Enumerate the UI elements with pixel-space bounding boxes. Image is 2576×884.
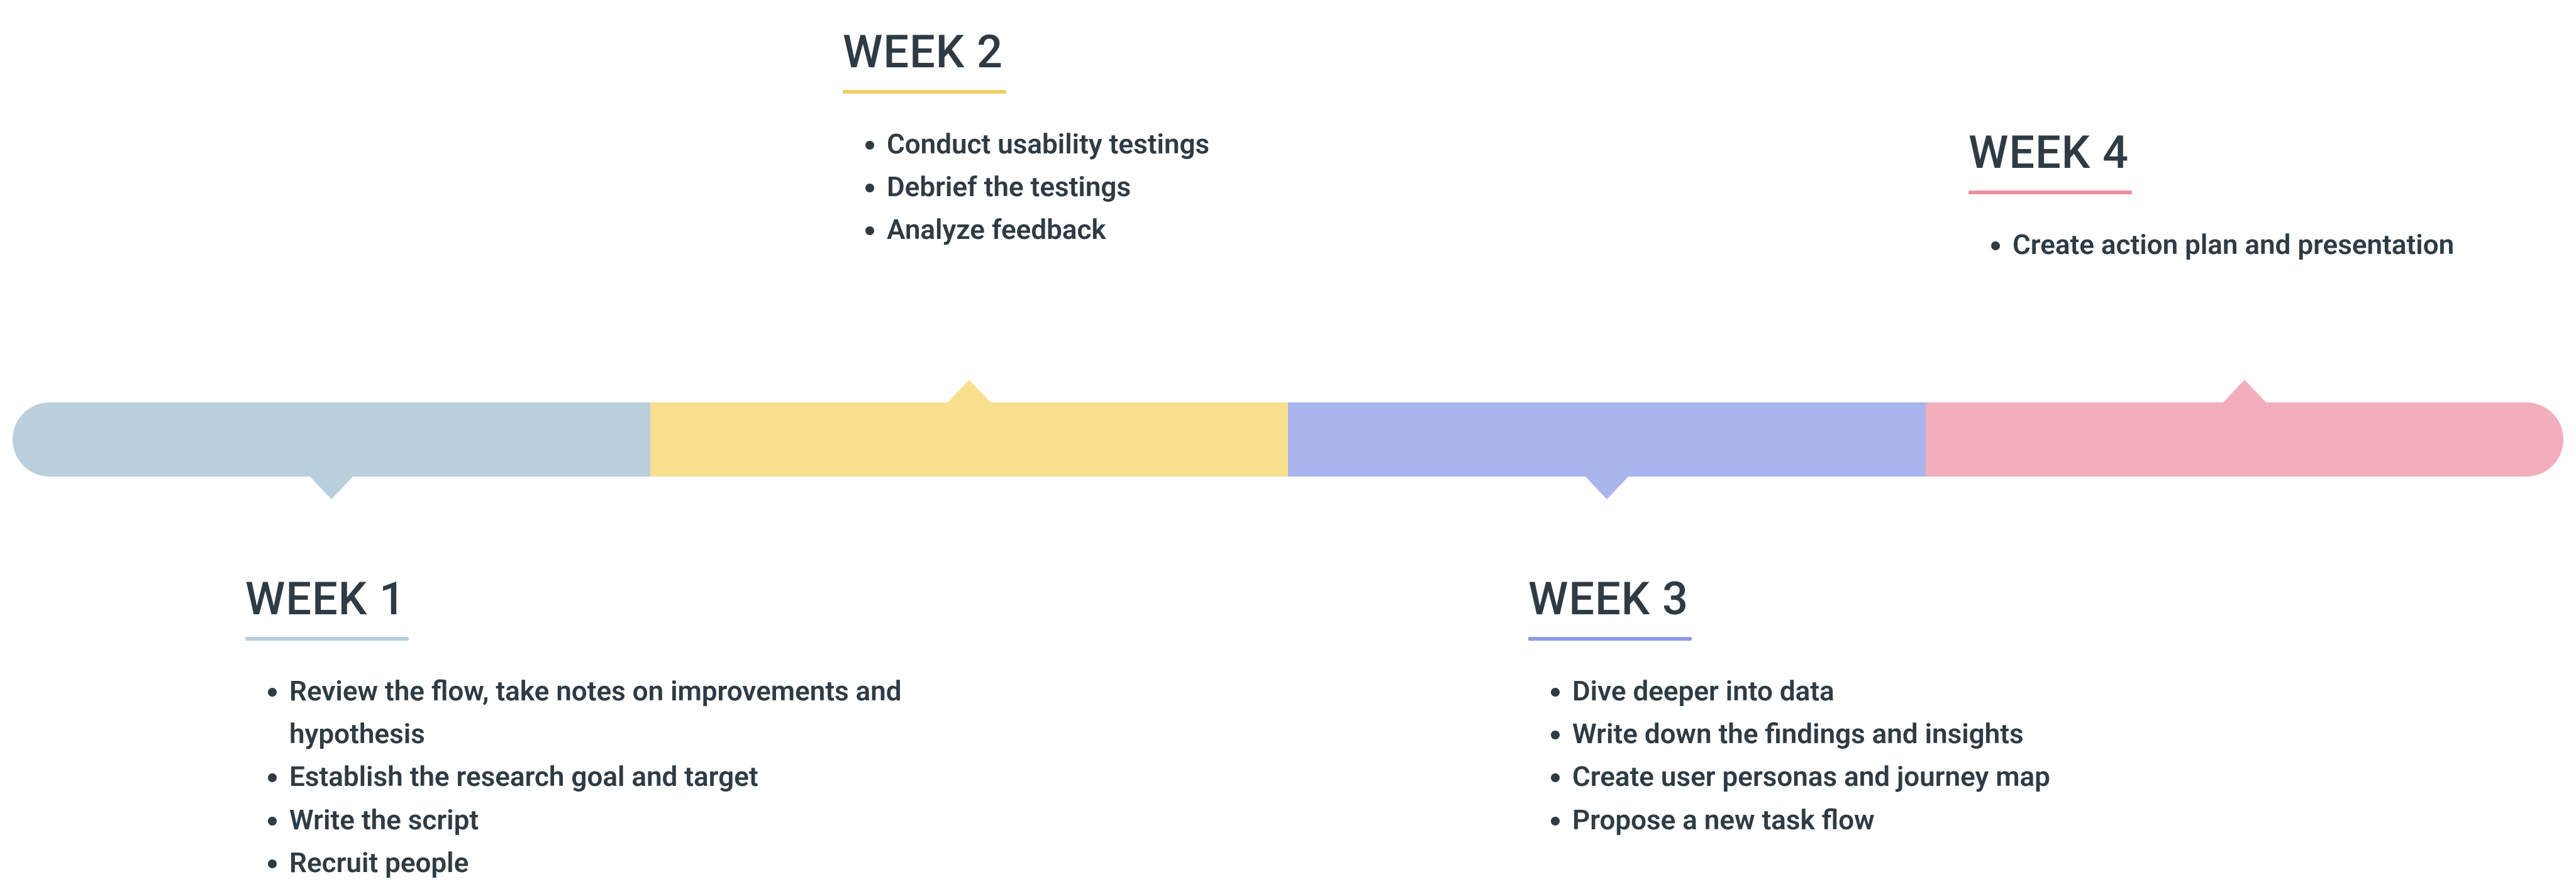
list-item: Debrief the testings — [887, 165, 1535, 208]
card-underline-week4 — [1968, 191, 2132, 194]
pointer-week2-icon — [945, 380, 993, 405]
list-item: Conduct usability testings — [887, 123, 1535, 165]
pointer-week1-icon — [308, 474, 355, 499]
list-item: Analyze feedback — [887, 208, 1535, 251]
card-title-week3: WEEK 3 — [1528, 572, 2220, 626]
list-item: Establish the research goal and target — [289, 755, 937, 798]
card-underline-week1 — [245, 637, 409, 641]
card-underline-week3 — [1528, 637, 1692, 641]
card-items-week3: Dive deeper into dataWrite down the find… — [1528, 670, 2220, 841]
pointer-week3-icon — [1583, 474, 1631, 499]
timeline-segment-week1 — [13, 402, 650, 477]
card-week3: WEEK 3 Dive deeper into dataWrite down th… — [1528, 572, 2220, 841]
timeline-bar — [13, 402, 2563, 477]
timeline-segment-week2 — [650, 402, 1288, 477]
timeline-segment-week4 — [1926, 402, 2563, 477]
card-title-week4: WEEK 4 — [1968, 126, 2576, 179]
timeline-segment-week3 — [1288, 402, 1926, 477]
list-item: Create action plan and presentation — [2012, 223, 2576, 266]
list-item: Create user personas and journey map — [1572, 755, 2220, 798]
list-item: Review the flow, take notes on improveme… — [289, 670, 937, 755]
list-item: Dive deeper into data — [1572, 670, 2220, 712]
card-underline-week2 — [843, 90, 1006, 94]
pointer-week4-icon — [2221, 380, 2268, 405]
card-week4: WEEK 4 Create action plan and presentatio… — [1968, 126, 2576, 266]
list-item: Write down the findings and insights — [1572, 712, 2220, 755]
list-item: Write the script — [289, 798, 937, 841]
list-item: Propose a new task flow — [1572, 798, 2220, 841]
card-title-week2: WEEK 2 — [843, 25, 1535, 79]
list-item: Recruit people — [289, 841, 937, 884]
card-items-week4: Create action plan and presentation — [1968, 223, 2576, 266]
card-title-week1: WEEK 1 — [245, 572, 937, 626]
card-items-week2: Conduct usability testingsDebrief the te… — [843, 123, 1535, 251]
card-week2: WEEK 2 Conduct usability testingsDebrief … — [843, 25, 1535, 251]
card-items-week1: Review the flow, take notes on improveme… — [245, 670, 937, 884]
card-week1: WEEK 1 Review the flow, take notes on imp… — [245, 572, 937, 884]
